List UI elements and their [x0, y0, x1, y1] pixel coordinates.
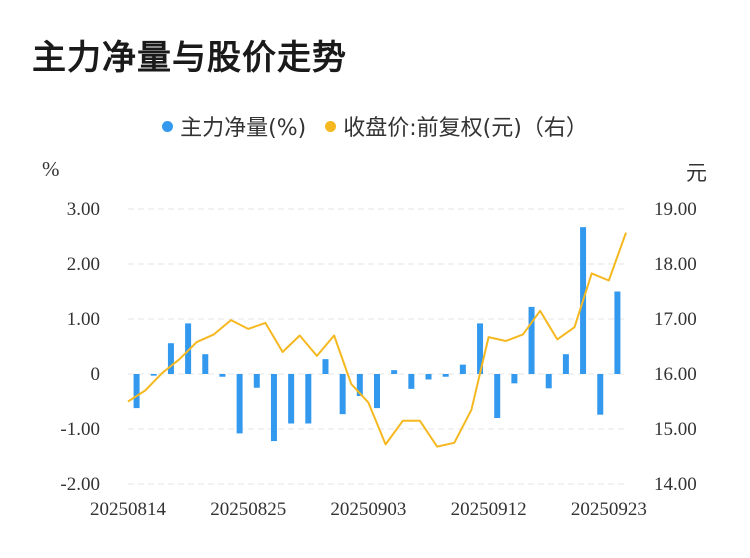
- net-flow-bar: [545, 374, 552, 389]
- net-flow-bar: [133, 374, 140, 409]
- left-axis-tick-label: 2.00: [67, 254, 100, 275]
- net-flow-bar: [494, 374, 501, 418]
- x-axis-tick-label: 20250903: [330, 499, 406, 520]
- legend-label-close-price: 收盘价:前复权(元)（右）: [343, 116, 588, 141]
- net-flow-bar: [391, 370, 398, 374]
- net-flow-bar: [442, 374, 449, 377]
- chart-title: 主力净量与股价走势: [32, 38, 347, 78]
- net-flow-bar: [339, 374, 346, 415]
- net-flow-bar: [459, 364, 466, 374]
- net-flow-bar: [425, 374, 432, 380]
- net-flow-bar: [185, 323, 192, 374]
- net-flow-bar: [288, 374, 295, 424]
- net-flow-bar: [528, 306, 535, 374]
- net-flow-bar: [219, 374, 226, 377]
- net-flow-bar: [562, 354, 569, 374]
- close-price-line: [127, 232, 627, 448]
- net-flow-bar: [270, 374, 277, 442]
- net-flow-bar: [374, 374, 380, 409]
- net-flow-bar: [150, 374, 157, 376]
- chart-legend: 主力净量(%) 收盘价:前复权(元)（右）: [0, 110, 750, 142]
- left-axis-tick-label: -2.00: [60, 474, 100, 495]
- right-axis-tick-label: 15.00: [654, 419, 697, 440]
- left-axis-unit: %: [42, 157, 60, 181]
- right-axis-tick-label: 14.00: [654, 474, 697, 495]
- x-axis-tick-label: 20250814: [90, 499, 167, 520]
- right-axis-tick-label: 16.00: [654, 364, 697, 385]
- x-axis-tick-label: 20250912: [451, 499, 527, 520]
- net-flow-bar: [511, 374, 518, 384]
- left-axis-tick-label: 1.00: [67, 309, 100, 330]
- net-flow-bar: [167, 343, 174, 374]
- net-flow-bar: [408, 374, 415, 389]
- net-flow-bar: [614, 291, 621, 374]
- x-axis-tick-label: 20250923: [571, 499, 647, 520]
- net-flow-bar: [322, 359, 329, 374]
- legend-item-net-flow[interactable]: 主力净量(%): [162, 110, 306, 142]
- right-axis-tick-label: 18.00: [654, 254, 697, 275]
- left-axis-tick-label: 3.00: [67, 199, 100, 220]
- net-flow-bar: [202, 354, 209, 374]
- left-axis-tick-label: 0: [91, 364, 101, 385]
- right-axis-unit: 元: [686, 161, 707, 185]
- legend-label-net-flow: 主力净量(%): [180, 116, 307, 141]
- left-axis-tick-label: -1.00: [60, 419, 100, 440]
- net-flow-bar: [253, 374, 260, 388]
- net-flow-bar: [356, 374, 363, 396]
- right-axis-tick-label: 17.00: [654, 309, 697, 330]
- legend-dot-line: [325, 120, 337, 132]
- net-flow-bar: [477, 323, 484, 374]
- net-flow-bar: [236, 374, 243, 434]
- net-flow-bar: [305, 374, 312, 424]
- legend-item-close-price[interactable]: 收盘价:前复权(元)（右）: [325, 110, 588, 142]
- legend-dot-bar: [162, 120, 174, 132]
- net-flow-bar: [597, 374, 604, 415]
- x-axis-tick-label: 20250825: [210, 499, 286, 520]
- right-axis-tick-label: 19.00: [654, 199, 697, 220]
